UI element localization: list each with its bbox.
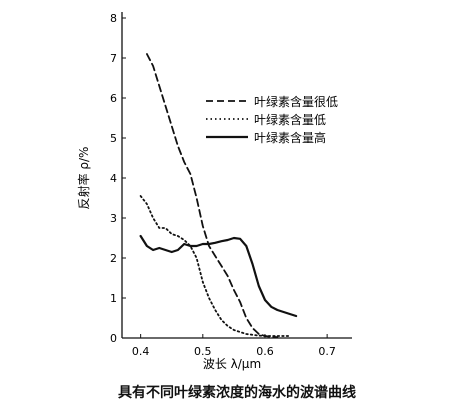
x-tick-label: 0.7 bbox=[318, 345, 336, 358]
legend-label: 叶绿素含量高 bbox=[254, 130, 326, 145]
legend-label: 叶绿素含量很低 bbox=[254, 94, 338, 109]
ticks: 0.4 0.5 0.6 0.7 0 1 2 3 4 5 6 7 8 bbox=[110, 12, 336, 358]
series-lines bbox=[139, 53, 298, 339]
y-axis-label: 反射率 ρ/% bbox=[76, 147, 91, 210]
y-tick-label: 8 bbox=[110, 12, 117, 25]
y-tick-label: 3 bbox=[110, 212, 117, 225]
x-tick-label: 0.6 bbox=[256, 345, 274, 358]
y-tick-label: 1 bbox=[110, 292, 117, 305]
series-line-dotted bbox=[139, 195, 291, 337]
y-tick-label: 2 bbox=[110, 252, 117, 265]
x-axis-label: 波长 λ/μm bbox=[203, 357, 261, 371]
y-tick-label: 4 bbox=[110, 172, 117, 185]
series-line-dashed bbox=[146, 53, 279, 339]
axes bbox=[121, 12, 352, 339]
y-tick-label: 0 bbox=[110, 332, 117, 345]
y-tick-label: 6 bbox=[110, 92, 117, 105]
figure-caption: 具有不同叶绿素浓度的海水的波谱曲线 bbox=[118, 385, 356, 401]
legend-label: 叶绿素含量低 bbox=[254, 112, 326, 127]
series-line-solid bbox=[139, 234, 298, 318]
x-tick-label: 0.4 bbox=[132, 345, 150, 358]
x-tick-label: 0.5 bbox=[194, 345, 212, 358]
y-tick-label: 7 bbox=[110, 52, 117, 65]
y-tick-label: 5 bbox=[110, 132, 117, 145]
chart: 0.4 0.5 0.6 0.7 0 1 2 3 4 5 6 7 8 叶绿素含量很低叶绿素含量低叶绿素含量… bbox=[76, 12, 352, 371]
